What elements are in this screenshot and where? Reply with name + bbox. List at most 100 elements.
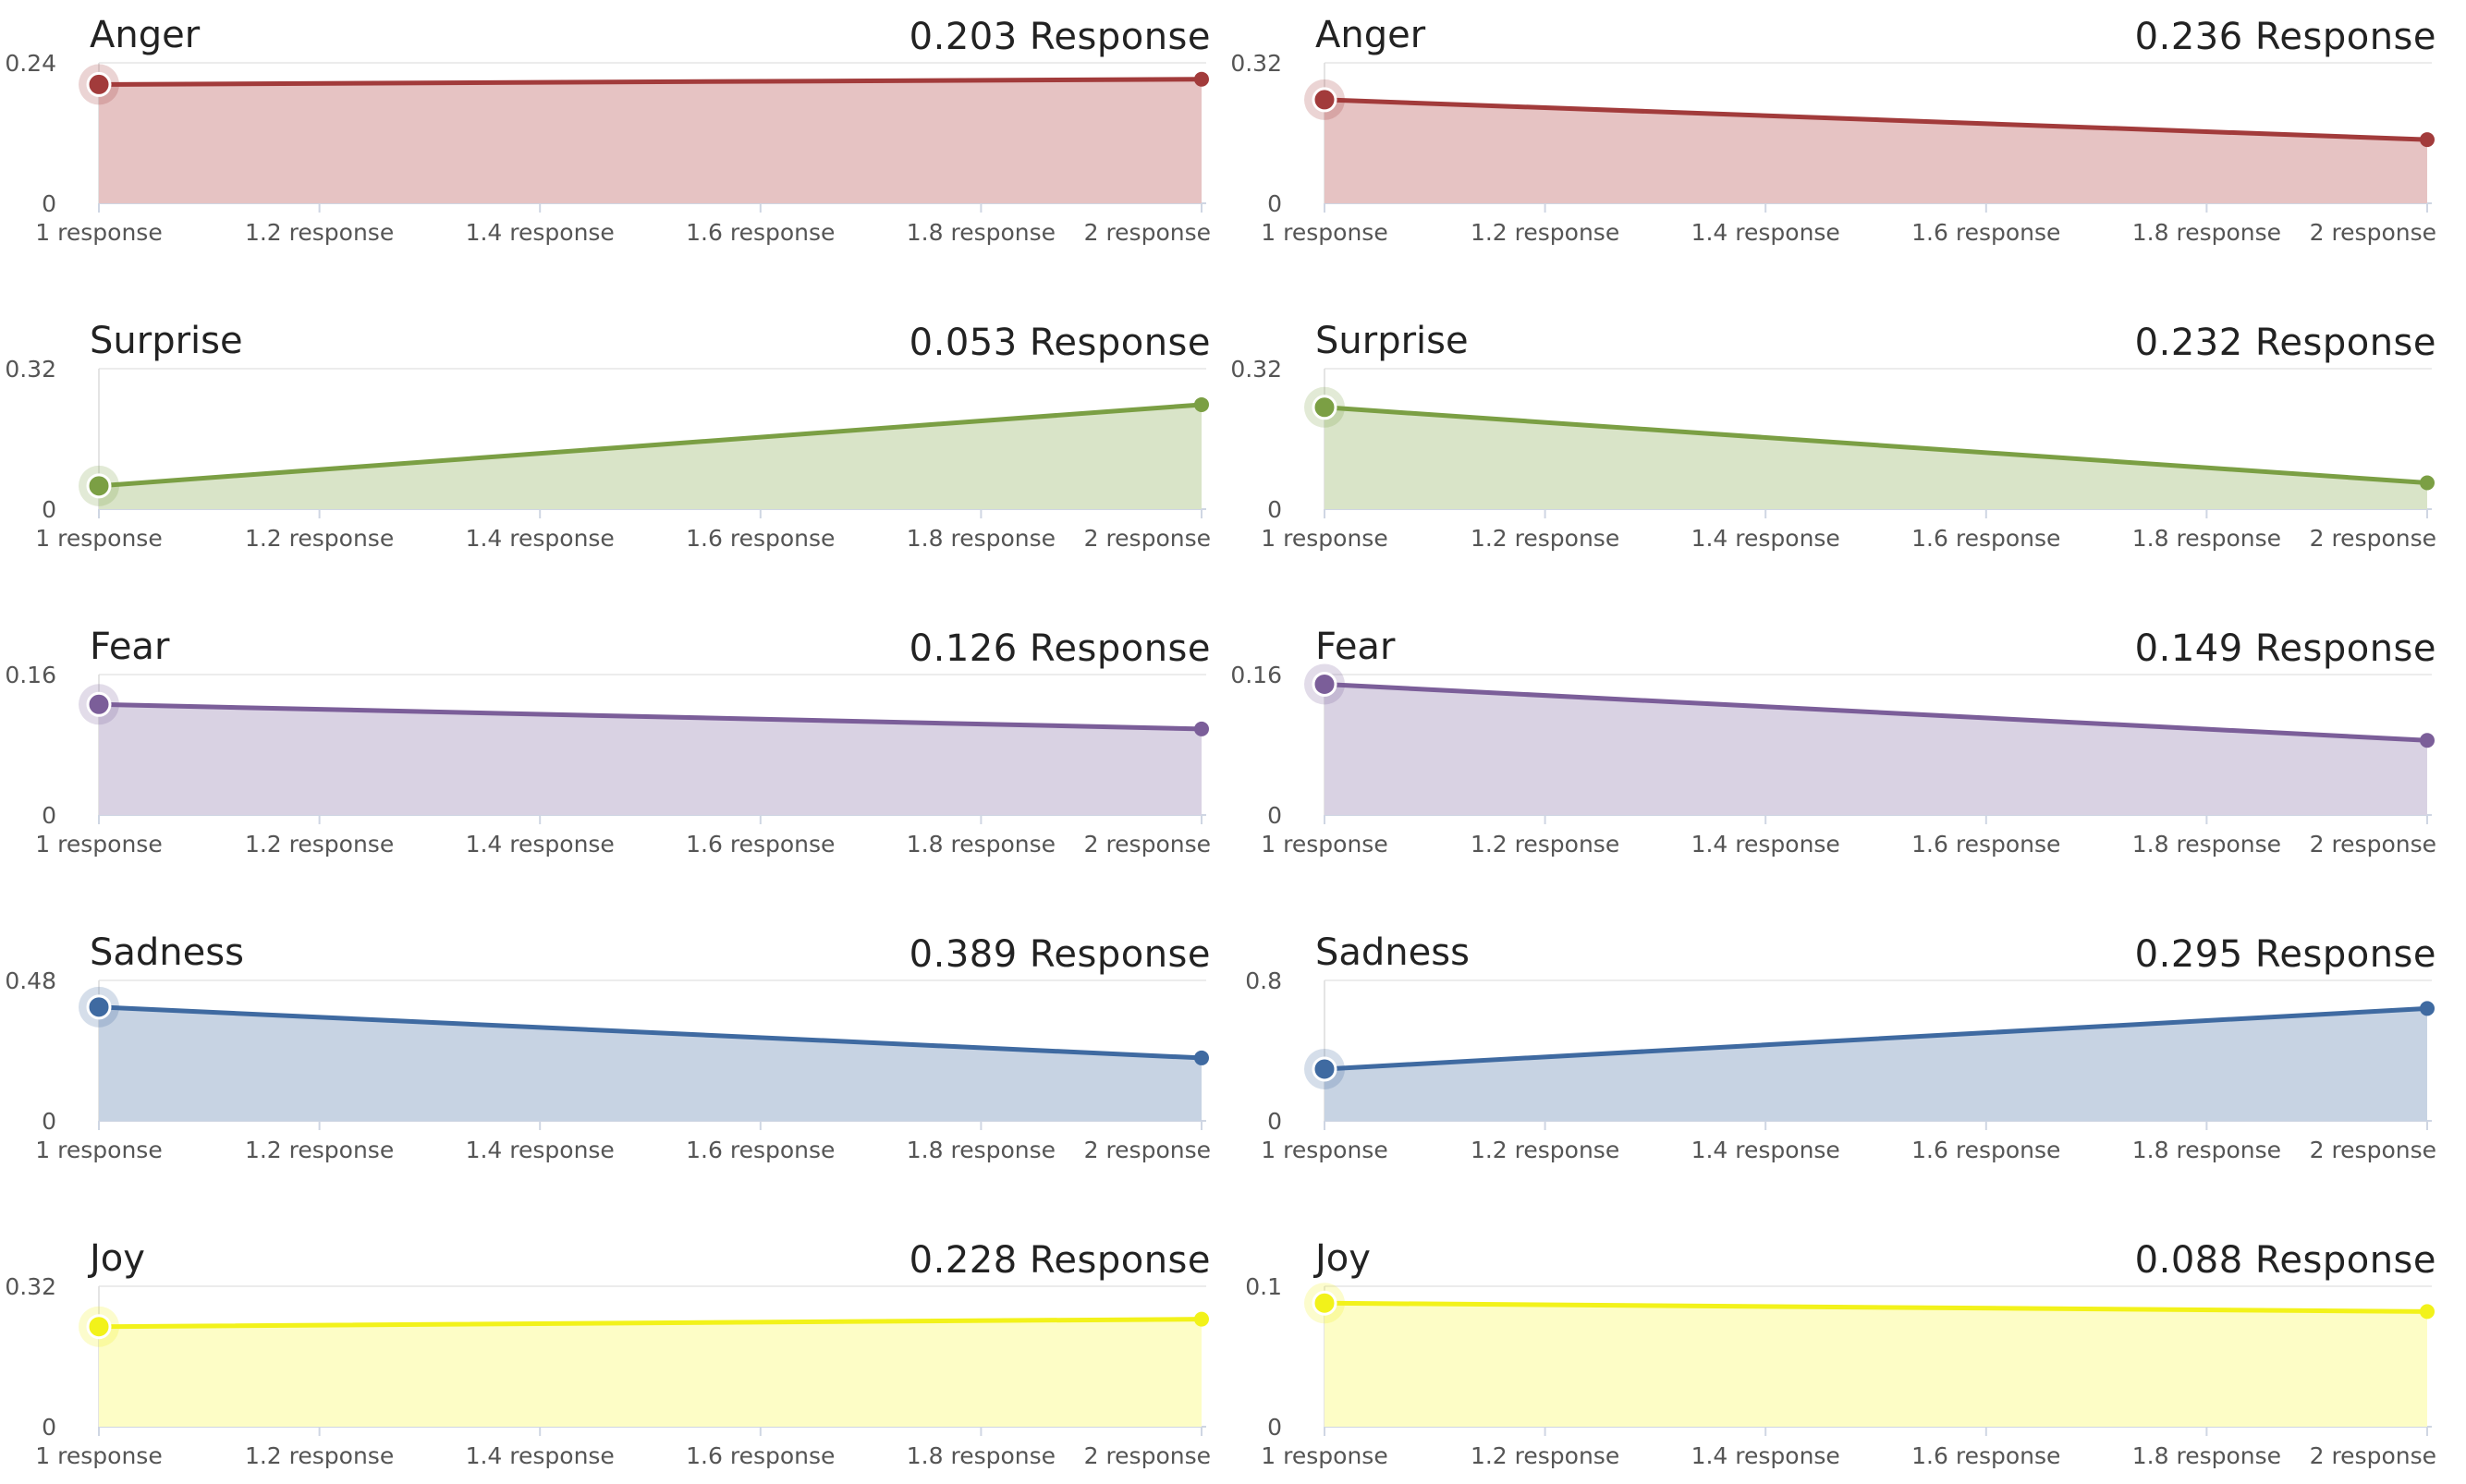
chart-7-point-1[interactable] — [86, 994, 112, 1020]
chart-5-value-label: 0.126 Response — [909, 627, 1211, 670]
chart-10-point-2[interactable] — [2420, 1304, 2435, 1320]
chart-1-xtick-label-3: 1.4 response — [466, 219, 615, 246]
chart-6-area — [1325, 684, 2427, 815]
chart-10-xtick-label-5: 1.8 response — [2132, 1442, 2281, 1469]
chart-8-area — [1325, 1008, 2427, 1121]
chart-6-xtick-label-5: 1.8 response — [2132, 831, 2281, 858]
chart-1-point-1[interactable] — [86, 71, 112, 97]
chart-5-series-line — [96, 701, 1204, 732]
chart-10-xtick-label-3: 1.4 response — [1691, 1442, 1840, 1469]
chart-1-xtick-label-2: 1.2 response — [245, 219, 394, 246]
chart-4-xtick-label-4: 1.6 response — [1911, 525, 2060, 552]
chart-6-value-label: 0.149 Response — [2135, 627, 2436, 670]
chart-9-xtick-label-4: 1.6 response — [686, 1442, 835, 1469]
chart-2: Anger 0.236 Response 0.32 01 response 1.2 re… — [1230, 14, 2436, 246]
chart-10-ytick-max: 0.1 — [1245, 1273, 1282, 1300]
chart-10-xtick-label-6: 2 response — [2310, 1442, 2436, 1469]
chart-5-xtick-label-4: 1.6 response — [686, 831, 835, 858]
chart-4-area — [1325, 407, 2427, 509]
chart-6-xtick-label-2: 1.2 response — [1471, 831, 1619, 858]
chart-9-ytick-max: 0.32 — [5, 1273, 56, 1300]
chart-4-title: Surprise — [1315, 320, 1469, 362]
chart-7-xtick-label-1: 1 response — [35, 1137, 162, 1163]
chart-2-xtick-label-6: 2 response — [2310, 219, 2436, 246]
chart-7-xtick-label-5: 1.8 response — [907, 1137, 1056, 1163]
chart-9-point-2[interactable] — [1194, 1311, 1209, 1327]
chart-2-area — [1325, 99, 2427, 203]
chart-4-ytick-max: 0.32 — [1230, 356, 1282, 383]
chart-5-xtick-label-1: 1 response — [35, 831, 162, 858]
chart-7-ytick-min: 0 — [42, 1108, 56, 1135]
chart-5-point-2[interactable] — [1194, 721, 1209, 736]
chart-1-value-label: 0.203 Response — [909, 16, 1211, 58]
chart-5-title: Fear — [90, 626, 170, 668]
chart-9-ytick-min: 0 — [42, 1414, 56, 1441]
chart-8-title: Sadness — [1315, 931, 1470, 974]
chart-3-point-1[interactable] — [86, 473, 112, 499]
chart-6-title: Fear — [1315, 626, 1396, 668]
chart-4-ytick-min: 0 — [1267, 496, 1282, 523]
chart-8-point-2[interactable] — [2420, 1001, 2435, 1016]
chart-2-point-1[interactable] — [1312, 87, 1337, 113]
chart-9-area — [99, 1319, 1202, 1427]
chart-9-xtick-label-5: 1.8 response — [907, 1442, 1056, 1469]
chart-5-xtick-label-5: 1.8 response — [907, 831, 1056, 858]
chart-6-xtick-label-1: 1 response — [1261, 831, 1387, 858]
chart-10-xtick-label-4: 1.6 response — [1911, 1442, 2060, 1469]
chart-8-point-1[interactable] — [1312, 1056, 1337, 1082]
chart-2-ytick-max: 0.32 — [1230, 50, 1282, 77]
chart-9-series-line — [96, 1317, 1204, 1330]
chart-4-point-2[interactable] — [2420, 475, 2435, 491]
chart-9: Joy 0.228 Response 0.32 01 response 1.2 resp… — [5, 1237, 1211, 1469]
chart-2-xtick-label-3: 1.4 response — [1691, 219, 1840, 246]
chart-9-value-label: 0.228 Response — [909, 1239, 1211, 1282]
chart-8-xtick-label-3: 1.4 response — [1691, 1137, 1840, 1163]
chart-7-series-line — [96, 1004, 1204, 1061]
chart-3: Surprise 0.053 Response 0.32 01 response 1.2… — [5, 320, 1211, 552]
chart-1-point-2[interactable] — [1194, 71, 1209, 87]
chart-7-area — [99, 1006, 1202, 1121]
chart-2-xtick-label-4: 1.6 response — [1911, 219, 2060, 246]
chart-9-xtick-label-6: 2 response — [1084, 1442, 1211, 1469]
chart-6-point-2[interactable] — [2420, 733, 2435, 748]
chart-1-title: Anger — [90, 14, 201, 56]
chart-1-ytick-max: 0.24 — [5, 50, 56, 77]
chart-3-point-2[interactable] — [1194, 396, 1209, 412]
chart-7-xtick-label-4: 1.6 response — [686, 1137, 835, 1163]
chart-6: Fear 0.149 Response 0.16 01 response 1.2 res… — [1230, 626, 2436, 858]
chart-3-title: Surprise — [90, 320, 243, 362]
chart-2-point-2[interactable] — [2420, 132, 2435, 148]
chart-3-xtick-label-2: 1.2 response — [245, 525, 394, 552]
chart-10-series-line — [1322, 1300, 2430, 1314]
chart-7-ytick-max: 0.48 — [5, 967, 56, 994]
chart-4-point-1[interactable] — [1312, 395, 1337, 420]
chart-1-xtick-label-6: 2 response — [1084, 219, 1211, 246]
chart-2-ytick-min: 0 — [1267, 190, 1282, 217]
chart-4-value-label: 0.232 Response — [2135, 322, 2436, 364]
chart-5: Fear 0.126 Response 0.16 01 response 1.2 res… — [5, 626, 1211, 858]
chart-6-xtick-label-3: 1.4 response — [1691, 831, 1840, 858]
chart-8: Sadness 0.295 Response 0.8 01 response 1.2 r… — [1245, 931, 2436, 1163]
chart-5-point-1[interactable] — [86, 691, 112, 717]
chart-8-value-label: 0.295 Response — [2135, 933, 2436, 976]
chart-10-area — [1325, 1303, 2427, 1427]
chart-7-xtick-label-6: 2 response — [1084, 1137, 1211, 1163]
chart-9-xtick-label-2: 1.2 response — [245, 1442, 394, 1469]
chart-8-xtick-label-6: 2 response — [2310, 1137, 2436, 1163]
chart-7-title: Sadness — [90, 931, 244, 974]
chart-4-xtick-label-6: 2 response — [2310, 525, 2436, 552]
chart-4-xtick-label-3: 1.4 response — [1691, 525, 1840, 552]
chart-9-point-1[interactable] — [86, 1314, 112, 1340]
chart-4-series-line — [1322, 405, 2430, 485]
chart-7-point-2[interactable] — [1194, 1050, 1209, 1065]
chart-10-point-1[interactable] — [1312, 1290, 1337, 1316]
chart-2-xtick-label-5: 1.8 response — [2132, 219, 2281, 246]
chart-6-point-1[interactable] — [1312, 671, 1337, 697]
chart-1-ytick-min: 0 — [42, 190, 56, 217]
chart-9-title: Joy — [87, 1237, 145, 1280]
chart-8-xtick-label-5: 1.8 response — [2132, 1137, 2281, 1163]
chart-1: Anger 0.203 Response 0.24 01 response 1.2 re… — [5, 14, 1211, 246]
chart-3-value-label: 0.053 Response — [909, 322, 1211, 364]
chart-1-xtick-label-5: 1.8 response — [907, 219, 1056, 246]
